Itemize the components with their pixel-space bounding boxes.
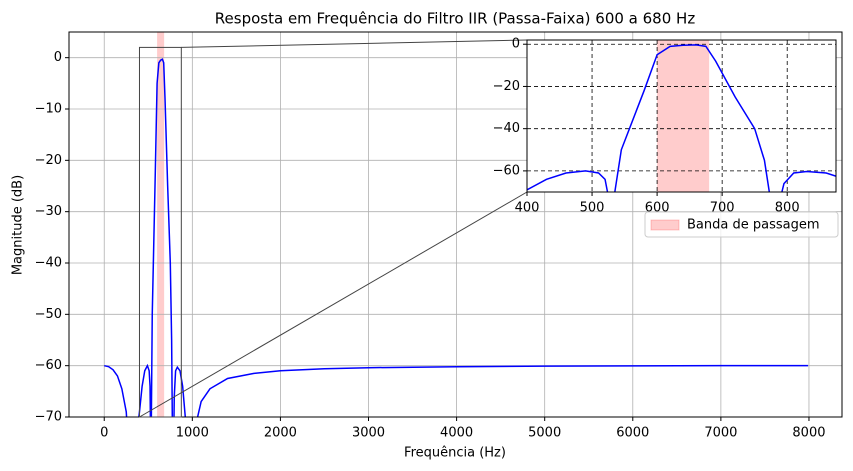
passband-span (157, 32, 165, 417)
data-line (527, 44, 836, 192)
x-tick-label: 1000 (176, 426, 209, 441)
y-tick-label: −10 (35, 102, 62, 117)
x-tick-label: 4000 (440, 426, 473, 441)
y-tick-label: −60 (35, 358, 62, 373)
x-tick-label: 7000 (704, 426, 737, 441)
axes-frame (68, 31, 843, 418)
inset-background (527, 40, 836, 192)
y-tick-label: −20 (35, 153, 62, 168)
y-tick-label: −40 (35, 256, 62, 271)
y-tick-label: −20 (493, 79, 520, 94)
y-tick-label: −60 (493, 163, 520, 178)
x-axis-label: Frequência (Hz) (404, 446, 506, 461)
y-tick-label: 0 (54, 50, 62, 65)
x-tick-label: 5000 (528, 426, 561, 441)
y-axis-label: Magnitude (dB) (11, 175, 26, 275)
x-tick-label: 2000 (264, 426, 297, 441)
chart-title: Resposta em Frequência do Filtro IIR (Pa… (215, 10, 696, 28)
y-tick-label: −30 (35, 204, 62, 219)
passband-span (657, 40, 710, 192)
legend-swatch (650, 219, 680, 231)
y-tick-label: −40 (493, 121, 520, 136)
zoom-connector (139, 191, 528, 418)
legend-frame (644, 211, 839, 238)
legend-label: Banda de passagem (687, 218, 820, 233)
zoom-box (138, 46, 182, 418)
y-tick-label: −50 (35, 307, 62, 322)
x-tick-label: 8000 (792, 426, 825, 441)
axes-frame (526, 39, 837, 193)
x-tick-label: 400 (515, 201, 540, 216)
legend: Banda de passagem (644, 211, 839, 238)
x-tick-label: 3000 (352, 426, 385, 441)
x-tick-label: 0 (100, 426, 108, 441)
zoom-connector (181, 39, 528, 48)
x-tick-label: 6000 (616, 426, 649, 441)
y-tick-label: −70 (35, 410, 62, 425)
y-tick-label: 0 (512, 37, 520, 52)
data-line (104, 58, 809, 417)
x-tick-label: 500 (580, 201, 605, 216)
plot-area (527, 40, 836, 192)
